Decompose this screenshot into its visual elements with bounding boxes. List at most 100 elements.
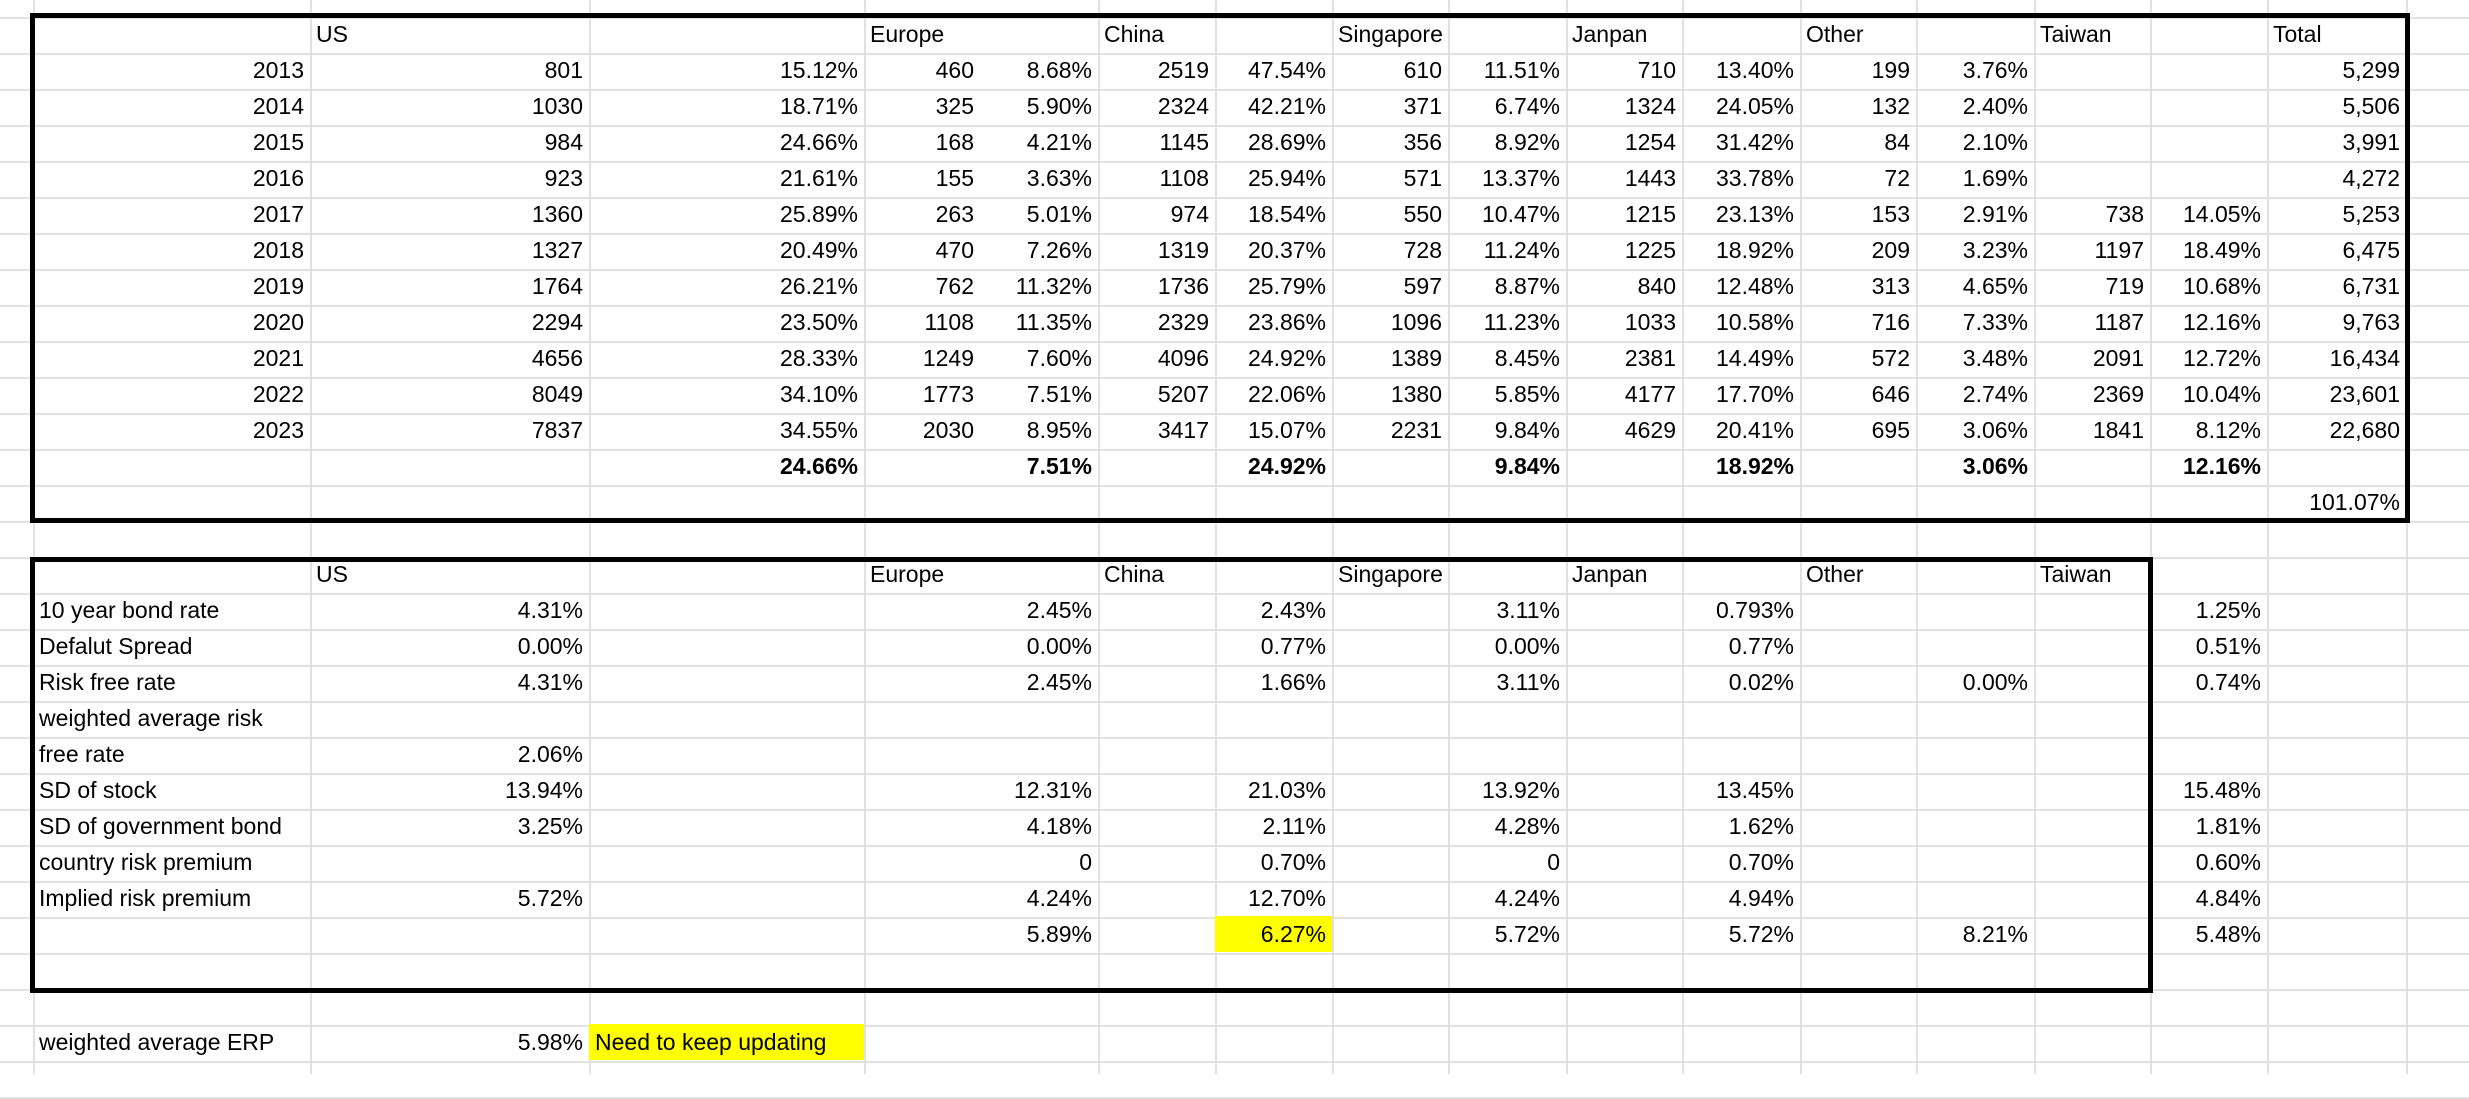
data-cell[interactable]: 571: [1403, 165, 1442, 191]
data-cell[interactable]: 5,506: [2342, 93, 2400, 119]
data-cell[interactable]: 153: [1871, 201, 1910, 227]
label-cell[interactable]: 10 year bond rate: [39, 597, 220, 623]
value-cell[interactable]: 4.94%: [1728, 885, 1794, 911]
data-cell[interactable]: 22,680: [2329, 417, 2400, 443]
header-china[interactable]: China: [1104, 21, 1165, 47]
value-cell[interactable]: 4.24%: [1494, 885, 1560, 911]
value-cell[interactable]: 0.60%: [2195, 849, 2261, 875]
data-cell[interactable]: 10.04%: [2182, 381, 2261, 407]
data-cell[interactable]: 4.21%: [1026, 129, 1092, 155]
data-cell[interactable]: 9,763: [2342, 309, 2400, 335]
median-cell[interactable]: 24.66%: [779, 453, 858, 479]
data-cell[interactable]: 7.60%: [1026, 345, 1092, 371]
value-cell[interactable]: 0.77%: [1260, 633, 1326, 659]
value-cell[interactable]: 0.793%: [1715, 597, 1794, 623]
data-cell[interactable]: 3,991: [2342, 129, 2400, 155]
data-cell[interactable]: 313: [1871, 273, 1910, 299]
data-cell[interactable]: 3.63%: [1026, 165, 1092, 191]
median-cell[interactable]: 18.92%: [1715, 453, 1794, 479]
total-sum-cell[interactable]: 101.07%: [2309, 489, 2400, 515]
data-cell[interactable]: 610: [1403, 57, 1442, 83]
data-cell[interactable]: 1225: [1624, 237, 1676, 263]
data-cell[interactable]: 325: [935, 93, 974, 119]
data-cell[interactable]: 2324: [1157, 93, 1209, 119]
value-cell[interactable]: 2.45%: [1026, 597, 1092, 623]
data-cell[interactable]: 16,434: [2329, 345, 2400, 371]
data-cell[interactable]: 72: [1884, 165, 1910, 191]
data-cell[interactable]: 695: [1871, 417, 1910, 443]
footer-label[interactable]: weighted average ERP: [39, 1029, 275, 1055]
label-cell[interactable]: country risk premium: [39, 849, 253, 875]
data-cell[interactable]: 2.10%: [1962, 129, 2028, 155]
data-cell[interactable]: 1324: [1624, 93, 1676, 119]
data-cell[interactable]: 5207: [1157, 381, 1209, 407]
data-cell[interactable]: 11.51%: [1483, 57, 1560, 83]
data-cell[interactable]: 4096: [1157, 345, 1209, 371]
data-cell[interactable]: 18.92%: [1715, 237, 1794, 263]
header2-janpan[interactable]: Janpan: [1572, 561, 1648, 587]
data-cell[interactable]: 2329: [1157, 309, 1209, 335]
data-cell[interactable]: 11.35%: [1015, 309, 1092, 335]
data-cell[interactable]: 14.49%: [1715, 345, 1794, 371]
value-cell[interactable]: 12.31%: [1013, 777, 1092, 803]
value-cell[interactable]: [2150, 736, 2267, 772]
data-cell[interactable]: 3.06%: [1962, 417, 2028, 443]
value-cell[interactable]: 3.25%: [517, 813, 583, 839]
header-us[interactable]: US: [316, 21, 348, 47]
data-cell[interactable]: 3.48%: [1962, 345, 2028, 371]
value-cell[interactable]: 5.48%: [2195, 921, 2261, 947]
value-cell[interactable]: 4.18%: [1026, 813, 1092, 839]
data-cell[interactable]: 23.86%: [1247, 309, 1326, 335]
value-cell[interactable]: 0.00%: [1962, 669, 2028, 695]
data-cell[interactable]: 1254: [1624, 129, 1676, 155]
header-janpan[interactable]: Janpan: [1572, 21, 1648, 47]
data-cell[interactable]: 6,475: [2342, 237, 2400, 263]
data-cell[interactable]: 1215: [1624, 201, 1676, 227]
header2-europe[interactable]: Europe: [870, 561, 945, 587]
data-cell[interactable]: 1145: [1159, 129, 1209, 155]
value-cell[interactable]: 1.25%: [2195, 597, 2261, 623]
data-cell[interactable]: 2.74%: [1962, 381, 2028, 407]
year-cell[interactable]: 2022: [252, 381, 304, 407]
data-cell[interactable]: 34.10%: [779, 381, 858, 407]
data-cell[interactable]: 155: [935, 165, 974, 191]
year-cell[interactable]: 2014: [252, 93, 304, 119]
header2-china[interactable]: China: [1104, 561, 1165, 587]
year-cell[interactable]: 2021: [252, 345, 304, 371]
data-cell[interactable]: 263: [935, 201, 974, 227]
value-cell[interactable]: 0.70%: [1260, 849, 1326, 875]
data-cell[interactable]: 1773: [922, 381, 974, 407]
data-cell[interactable]: 6.74%: [1494, 93, 1560, 119]
data-cell[interactable]: 8.68%: [1026, 57, 1092, 83]
data-cell[interactable]: 8.92%: [1494, 129, 1560, 155]
median-cell[interactable]: 3.06%: [1962, 453, 2028, 479]
value-cell[interactable]: 5.89%: [1026, 921, 1092, 947]
value-cell[interactable]: 2.11%: [1262, 813, 1326, 839]
data-cell[interactable]: 8.45%: [1494, 345, 1560, 371]
data-cell[interactable]: 5.01%: [1026, 201, 1092, 227]
value-cell[interactable]: 0.77%: [1728, 633, 1794, 659]
value-cell[interactable]: 4.24%: [1026, 885, 1092, 911]
data-cell[interactable]: 801: [544, 57, 583, 83]
data-cell[interactable]: 2091: [2092, 345, 2144, 371]
header2-us[interactable]: US: [316, 561, 348, 587]
data-cell[interactable]: 728: [1403, 237, 1442, 263]
data-cell[interactable]: 2030: [922, 417, 974, 443]
data-cell[interactable]: 20.37%: [1247, 237, 1326, 263]
data-cell[interactable]: 5.90%: [1026, 93, 1092, 119]
data-cell[interactable]: 2.40%: [1962, 93, 2028, 119]
data-cell[interactable]: 21.61%: [779, 165, 858, 191]
value-cell[interactable]: 4.28%: [1494, 813, 1560, 839]
data-cell[interactable]: 12.72%: [2182, 345, 2261, 371]
data-cell[interactable]: 1197: [2094, 237, 2144, 263]
data-cell[interactable]: 460: [935, 57, 974, 83]
value-cell[interactable]: 13.45%: [1715, 777, 1794, 803]
data-cell[interactable]: 28.69%: [1247, 129, 1326, 155]
value-cell[interactable]: 0.70%: [1728, 849, 1794, 875]
data-cell[interactable]: 7.26%: [1026, 237, 1092, 263]
data-cell[interactable]: 8.12%: [2195, 417, 2261, 443]
data-cell[interactable]: 18.71%: [779, 93, 858, 119]
year-cell[interactable]: 2023: [252, 417, 304, 443]
value-cell[interactable]: 4.31%: [517, 597, 583, 623]
value-cell[interactable]: 0: [1079, 849, 1092, 875]
